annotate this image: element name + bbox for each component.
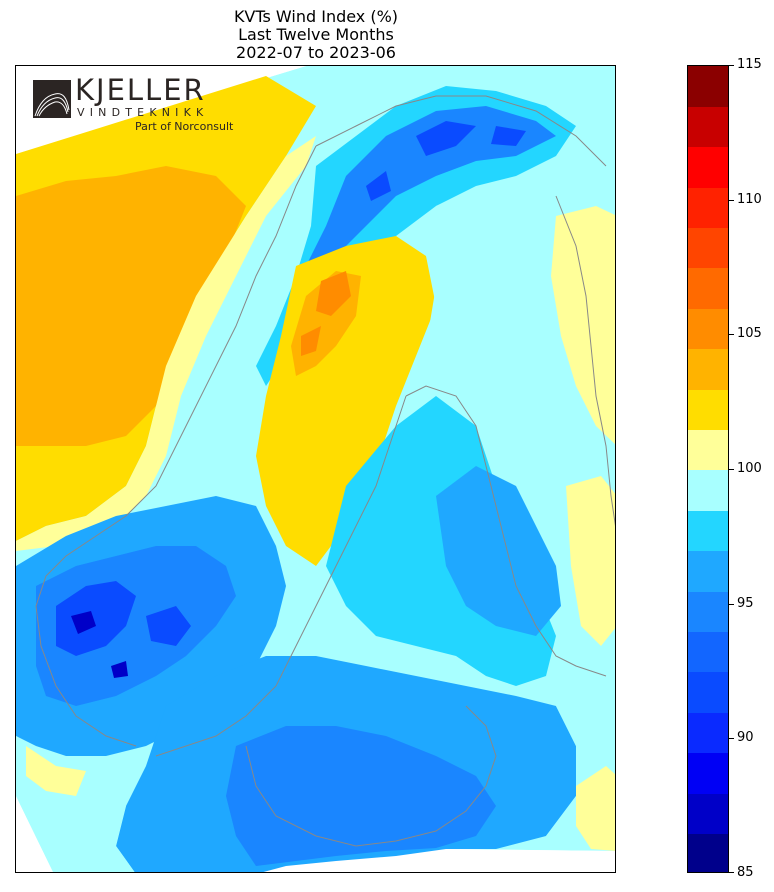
coastlines	[35, 95, 615, 847]
south-sweden-dark	[226, 726, 496, 866]
colorbar-segment	[688, 308, 728, 350]
south-norway-darkest	[71, 611, 128, 678]
kjeller-logo: KJELLER VINDTEKNIKK Part of Norconsult	[33, 74, 248, 136]
colorbar-tick	[729, 334, 734, 336]
colorbar-segment	[688, 712, 728, 754]
south-finland-blue	[436, 466, 561, 636]
colorbar-tick-label: 90	[737, 730, 754, 746]
colorbar-tick-label: 85	[737, 865, 754, 880]
colorbar-tick	[729, 872, 734, 873]
north-norway-deep	[306, 106, 556, 286]
colorbar-segment	[688, 591, 728, 633]
colorbar-segment	[688, 470, 728, 511]
logo-sub-text: VINDTEKNIKK	[77, 106, 209, 119]
logo-swoosh-icon	[34, 93, 70, 117]
colorbar-segment	[688, 429, 728, 471]
kjeller-logo-mark	[33, 80, 71, 118]
colorbar-segment	[688, 389, 728, 431]
finland-east-yellow-2	[566, 476, 615, 646]
colorbar-segment	[688, 146, 728, 188]
logo-brand-text: KJELLER	[75, 73, 206, 107]
colorbar-tick	[729, 738, 734, 740]
title-line-1: KVTs Wind Index (%)	[233, 7, 399, 26]
colorbar-segment	[688, 833, 728, 872]
title-line-2: Last Twelve Months	[238, 25, 394, 44]
no-data-bottom	[16, 796, 615, 872]
colorbar-segment	[688, 510, 728, 552]
colorbar-segment	[688, 187, 728, 229]
colorbar-segment	[688, 268, 728, 309]
colorbar-segment	[688, 348, 728, 390]
colorbar-segment	[688, 106, 728, 148]
colorbar-tick-label: 100	[737, 461, 762, 476]
finland-east-yellow	[551, 206, 615, 445]
colorbar-segment	[688, 66, 728, 107]
colorbar	[687, 65, 729, 873]
title-line-3: 2022-07 to 2023-06	[236, 43, 396, 62]
colorbar-segment	[688, 752, 728, 794]
north-sea-yellow	[26, 746, 86, 796]
colorbar-segment	[688, 227, 728, 269]
colorbar-tick-label: 115	[737, 57, 762, 72]
lapland-hot	[301, 271, 351, 356]
coastal-yellow-band	[16, 136, 316, 551]
north-norway-blue	[256, 86, 576, 386]
colorbar-tick-label: 105	[737, 326, 762, 342]
wind-index-map[interactable]: KJELLER VINDTEKNIKK Part of Norconsult	[15, 65, 616, 873]
colorbar-tick	[729, 469, 734, 470]
colorbar-tick-label: 110	[737, 191, 762, 207]
colorbar-segment	[688, 672, 728, 713]
north-norway-darkest	[366, 121, 526, 201]
colorbar-tick-label: 95	[737, 595, 754, 611]
colorbar-tick	[729, 199, 734, 201]
colorbar-segment	[688, 631, 728, 673]
colorbar-tick	[729, 65, 734, 66]
map-canvas	[16, 66, 615, 872]
colorbar-segment	[688, 793, 728, 835]
norwegian-sea-orange	[16, 166, 246, 446]
colorbar-segment	[688, 550, 728, 592]
logo-part-of-text: Part of Norconsult	[135, 120, 234, 133]
east-baltic-yellow	[576, 766, 615, 851]
map-title: KVTs Wind Index (%) Last Twelve Months 2…	[15, 8, 617, 62]
colorbar-tick	[729, 603, 734, 605]
south-norway-deep	[56, 581, 191, 656]
